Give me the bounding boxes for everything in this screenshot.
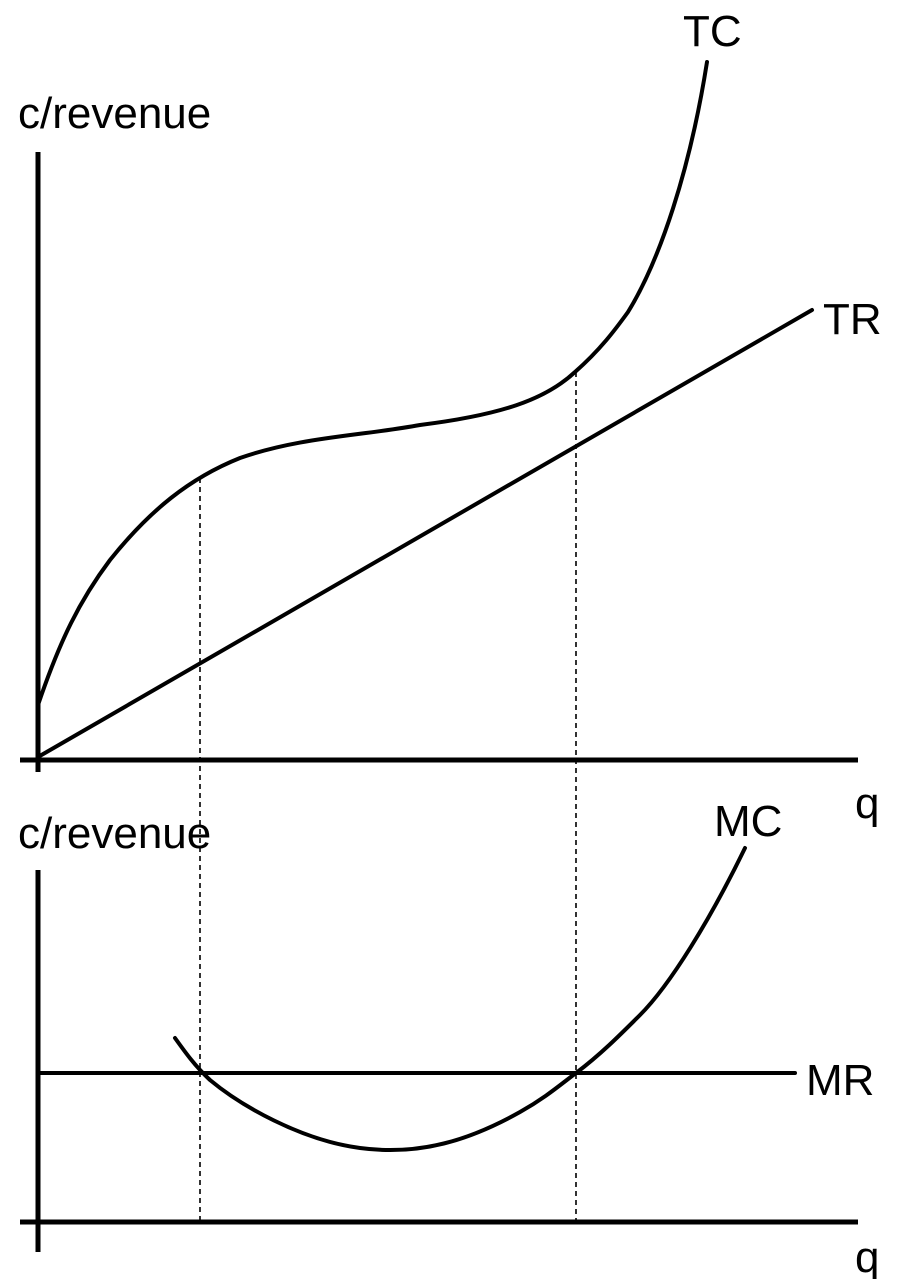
curve-label: TC: [683, 7, 742, 56]
tc-curve: [36, 60, 709, 707]
x-axis-label: q: [855, 779, 879, 828]
y-axis-label: c/revenue: [18, 89, 211, 138]
x-axis-label: q: [855, 1233, 879, 1279]
curve-label: TR: [823, 295, 882, 344]
tr-line: [36, 308, 814, 759]
curve-label: MR: [806, 1056, 874, 1105]
mc-curve: [173, 846, 747, 1152]
y-axis-label: c/revenue: [18, 809, 211, 858]
curve-label: MC: [714, 797, 782, 846]
